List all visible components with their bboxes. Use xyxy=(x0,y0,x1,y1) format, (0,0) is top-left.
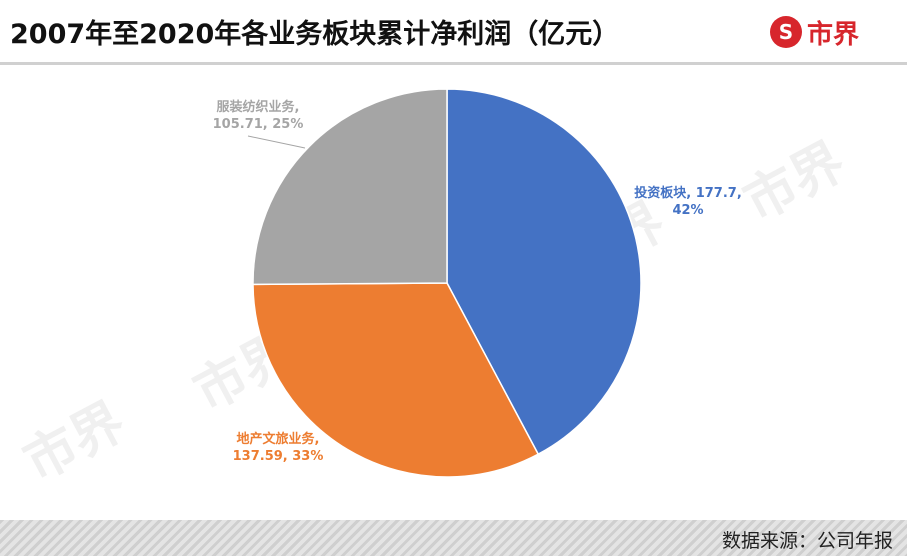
slice-data-label-line: 137.59, 33% xyxy=(233,449,324,464)
label-leader-line xyxy=(247,135,306,149)
slice-data-label-line: 投资板块, 177.7, xyxy=(634,185,742,201)
brand-logo-icon: S xyxy=(770,16,802,48)
footer: 数据来源：公司年报 xyxy=(0,520,907,556)
data-source: 数据来源：公司年报 xyxy=(721,530,893,552)
slice-data-label-line: 地产文旅业务, xyxy=(237,431,320,447)
pie-chart: 投资板块, 177.7, 42% 地产文旅业务, 137.59, 33% 服装纺织业务,… xyxy=(213,88,742,478)
slice-data-label-line: 服装纺织业务, xyxy=(217,99,300,115)
header-divider xyxy=(0,62,907,65)
brand-name: 市界 xyxy=(807,19,860,50)
slice-data-label-line: 42% xyxy=(672,203,703,218)
pie-slice xyxy=(252,88,448,286)
chart-title: 2007年至2020年各业务板块累计净利润（亿元） xyxy=(10,19,620,50)
header: 2007年至2020年各业务板块累计净利润（亿元） S 市界 xyxy=(0,0,907,62)
brand-logo: S 市界 xyxy=(770,15,860,50)
slice-data-label-line: 105.71, 25% xyxy=(213,117,304,132)
pie-slice xyxy=(446,88,642,456)
slice-data-label: 服装纺织业务, 105.71, 25% xyxy=(213,99,304,132)
slice-data-label: 投资板块, 177.7, 42% xyxy=(634,185,742,218)
slice-data-label: 地产文旅业务, 137.59, 33% xyxy=(233,431,324,464)
pie-slice xyxy=(252,282,540,478)
